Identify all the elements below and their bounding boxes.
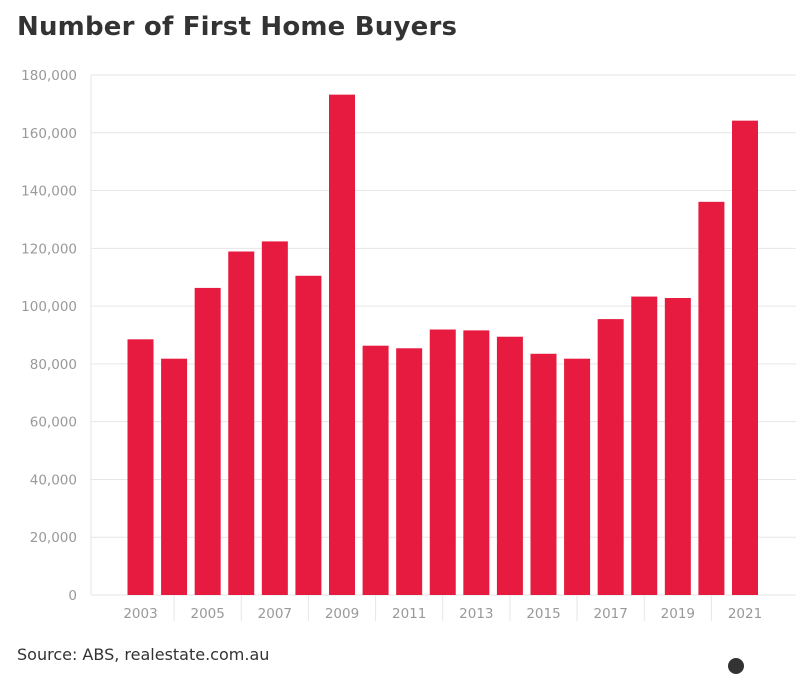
bar-2014: [496, 336, 523, 595]
y-tick-label: 120,000: [21, 241, 77, 257]
y-tick-label: 20,000: [30, 530, 77, 546]
bar-2009: [329, 94, 355, 596]
bar-2011: [396, 348, 423, 595]
bar-2010: [362, 345, 389, 595]
bar-2021: [732, 120, 758, 596]
y-tick-label: 60,000: [30, 415, 77, 431]
y-tick-label: 180,000: [21, 68, 77, 84]
y-tick-label: 0: [68, 588, 77, 604]
y-tick-label: 160,000: [21, 126, 77, 142]
bar-2004: [161, 358, 188, 595]
y-tick-label: 100,000: [21, 299, 77, 315]
bar-2020: [698, 201, 725, 596]
bar-2005: [194, 287, 221, 595]
bar-2007: [261, 241, 288, 595]
x-tick-label: 2019: [661, 606, 695, 622]
bar-2006: [228, 251, 255, 595]
x-tick-label: 2007: [258, 606, 292, 622]
bar-2013: [463, 330, 490, 595]
bar-2012: [429, 329, 456, 595]
source-note: Source: ABS, realestate.com.au: [17, 645, 270, 664]
bar-2015: [530, 353, 557, 595]
y-tick-label: 140,000: [21, 184, 77, 200]
bar-2019: [664, 298, 691, 595]
x-tick-label: 2013: [459, 606, 493, 622]
x-tick-label: 2011: [392, 606, 426, 622]
y-tick-label: 80,000: [30, 357, 77, 373]
x-tick-label: 2009: [325, 606, 359, 622]
x-tick-label: 2005: [190, 606, 224, 622]
y-tick-label: 40,000: [30, 472, 77, 488]
bar-2017: [597, 319, 624, 595]
bar-2008: [295, 275, 322, 595]
bar-2016: [564, 358, 591, 595]
chart-title: Number of First Home Buyers: [17, 12, 458, 42]
bar-2003: [127, 339, 154, 595]
x-tick-label: 2021: [728, 606, 762, 622]
logo-mark-icon: [728, 658, 744, 674]
x-tick-label: 2017: [593, 606, 627, 622]
bar-2018: [631, 296, 658, 595]
x-tick-label: 2003: [123, 606, 157, 622]
x-tick-label: 2015: [526, 606, 560, 622]
bar-chart: 0 20,000 40,000 60,000 80,000 100,000 120,000 1…: [21, 68, 796, 622]
